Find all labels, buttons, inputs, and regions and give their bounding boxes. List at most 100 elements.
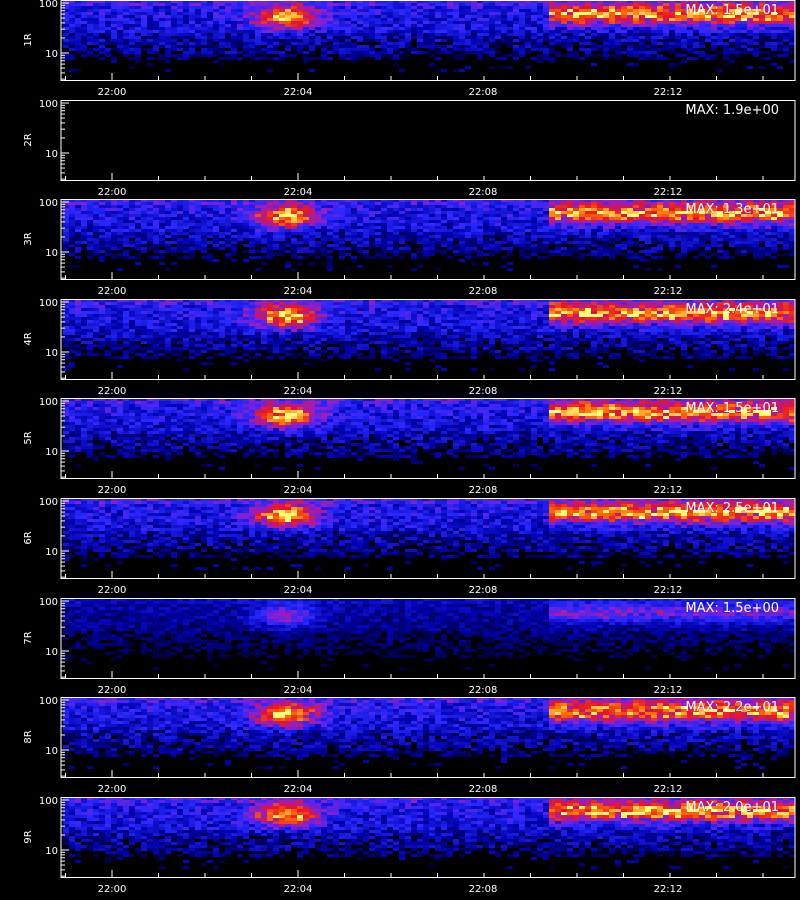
heatmap-cell (477, 51, 483, 54)
heatmap-cell (159, 24, 165, 27)
heatmap-cell (627, 241, 633, 244)
heatmap-cell (507, 250, 513, 253)
heatmap-cell (399, 214, 405, 217)
heatmap-cell (567, 45, 573, 48)
heatmap-cell (495, 223, 501, 226)
heatmap-cell (423, 211, 429, 214)
heatmap-cell (597, 3, 603, 6)
heatmap-cell (231, 223, 237, 226)
heatmap-cell (357, 217, 363, 220)
heatmap-cell (117, 0, 123, 3)
heatmap-cell (261, 199, 267, 202)
heatmap-cell (363, 45, 369, 48)
heatmap-cell (483, 223, 489, 226)
heatmap-cell (369, 238, 375, 241)
heatmap-cell (711, 54, 717, 57)
heatmap-cell (771, 15, 777, 18)
x-tick-label: 22:08 (469, 87, 498, 98)
heatmap-cell (621, 24, 627, 27)
heatmap-cell (621, 39, 627, 42)
heatmap-cell (585, 36, 591, 39)
heatmap-cell (237, 51, 243, 54)
heatmap-cell (165, 9, 171, 12)
heatmap-cell (549, 199, 555, 202)
heatmap-cell (183, 256, 189, 259)
heatmap-cell (75, 229, 81, 232)
heatmap-cell (447, 48, 453, 51)
heatmap-cell (603, 199, 609, 202)
heatmap-cell (441, 214, 447, 217)
heatmap-cell (717, 21, 723, 24)
heatmap-cell (585, 223, 591, 226)
heatmap-cell (579, 226, 585, 229)
heatmap-cell (93, 250, 99, 253)
heatmap-cell (597, 247, 603, 250)
heatmap-cell (705, 232, 711, 235)
heatmap-cell (87, 199, 93, 202)
heatmap-cell (579, 229, 585, 232)
heatmap-cell (417, 27, 423, 30)
heatmap-cell (261, 33, 267, 36)
heatmap-cell (645, 45, 651, 48)
heatmap-cell (345, 214, 351, 217)
heatmap-cell (681, 202, 687, 205)
heatmap-cell (603, 27, 609, 30)
heatmap-cell (75, 199, 81, 202)
heatmap-cell (351, 54, 357, 57)
heatmap-cell (279, 223, 285, 226)
heatmap-cell (621, 235, 627, 238)
heatmap-cell (87, 247, 93, 250)
heatmap-cell (765, 229, 771, 232)
heatmap-cell (525, 18, 531, 21)
heatmap-cell (225, 30, 231, 33)
heatmap-cell (381, 235, 387, 238)
heatmap-cell (591, 33, 597, 36)
heatmap-cell (201, 21, 207, 24)
heatmap-cell (633, 42, 639, 45)
heatmap-cell (123, 241, 129, 244)
heatmap-cell (399, 12, 405, 15)
heatmap-cell (555, 199, 561, 202)
heatmap-cell (321, 211, 327, 214)
heatmap-cell (141, 30, 147, 33)
heatmap-cell (99, 232, 105, 235)
heatmap-cell (519, 39, 525, 42)
heatmap-cell (663, 220, 669, 223)
heatmap-cell (243, 45, 249, 48)
heatmap-cell (291, 244, 297, 247)
heatmap-cell (549, 235, 555, 238)
heatmap-cell (645, 18, 651, 21)
heatmap-cell (603, 39, 609, 42)
heatmap-cell (369, 18, 375, 21)
heatmap-cell (747, 66, 753, 69)
heatmap-cell (495, 33, 501, 36)
heatmap-cell (135, 302, 141, 305)
heatmap-cell (525, 48, 531, 51)
heatmap-cell (627, 39, 633, 42)
heatmap-cell (543, 33, 549, 36)
heatmap-cell (69, 326, 75, 329)
heatmap-cell (735, 211, 741, 214)
heatmap-cell (177, 235, 183, 238)
heatmap-cell (249, 235, 255, 238)
heatmap-cell (507, 45, 513, 48)
heatmap-cell (309, 247, 315, 250)
heatmap-cell (225, 238, 231, 241)
heatmap-cell (141, 223, 147, 226)
heatmap-cell (237, 211, 243, 214)
heatmap-cell (267, 45, 273, 48)
heatmap-cell (339, 256, 345, 259)
heatmap-cell (597, 48, 603, 51)
heatmap-cell (405, 244, 411, 247)
heatmap-cell (741, 211, 747, 214)
heatmap-cell (369, 39, 375, 42)
heatmap-cell (135, 18, 141, 21)
heatmap-cell (771, 211, 777, 214)
heatmap-cell (285, 30, 291, 33)
heatmap-cell (519, 208, 525, 211)
heatmap-cell (249, 48, 255, 51)
heatmap-cell (741, 220, 747, 223)
heatmap-cell (321, 199, 327, 202)
heatmap-cell (507, 42, 513, 45)
heatmap-cell (315, 199, 321, 202)
